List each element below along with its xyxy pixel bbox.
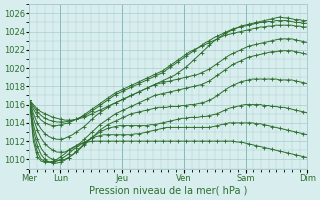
X-axis label: Pression niveau de la mer( hPa ): Pression niveau de la mer( hPa ): [89, 186, 248, 196]
